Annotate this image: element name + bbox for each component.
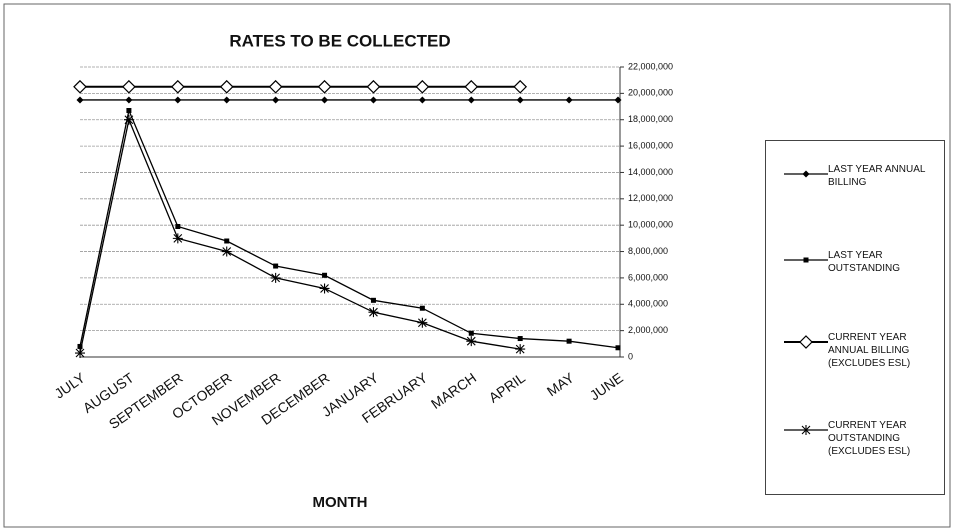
marker	[172, 233, 183, 244]
legend-item: LAST YEAR ANNUAL BILLING	[766, 163, 946, 223]
marker	[415, 79, 430, 94]
legend-label: CURRENT YEAR ANNUAL BILLING (EXCLUDES ES…	[828, 332, 911, 369]
marker	[319, 283, 330, 294]
marker	[123, 114, 134, 125]
marker	[419, 305, 425, 311]
marker	[464, 79, 479, 94]
x-tick-label: JULY	[51, 369, 88, 402]
marker	[224, 238, 230, 244]
x-tick-label: APRIL	[486, 369, 528, 405]
marker	[417, 317, 428, 328]
legend-item: CURRENT YEAR ANNUAL BILLING (EXCLUDES ES…	[766, 331, 946, 391]
marker	[516, 96, 524, 104]
marker	[126, 108, 132, 113]
marker	[272, 96, 280, 104]
legend-label: LAST YEAR ANNUAL BILLING	[828, 164, 926, 188]
chart-title: RATES TO BE COLLECTED	[229, 31, 450, 50]
marker	[122, 79, 136, 94]
y-tick-label: 0	[628, 351, 633, 361]
marker	[513, 79, 528, 94]
legend-swatch	[784, 257, 828, 263]
marker	[170, 79, 185, 94]
marker	[467, 96, 475, 104]
series-line	[79, 117, 521, 354]
y-tick-label: 14,000,000	[628, 167, 673, 177]
marker	[175, 224, 181, 229]
marker	[270, 272, 281, 283]
marker	[223, 96, 231, 104]
legend-swatch	[784, 425, 828, 435]
legend-item: LAST YEAR OUTSTANDING	[766, 249, 946, 309]
marker	[125, 96, 133, 104]
marker	[368, 307, 379, 318]
marker	[515, 344, 526, 355]
marker	[73, 79, 87, 94]
legend: LAST YEAR ANNUAL BILLING LAST YEAR OUTSTA…	[765, 140, 945, 495]
legend-swatch	[784, 335, 828, 349]
y-tick-label: 16,000,000	[628, 140, 673, 150]
marker	[565, 96, 573, 104]
legend-swatch	[784, 170, 828, 178]
marker	[273, 263, 279, 269]
marker	[614, 96, 622, 104]
marker	[566, 338, 572, 344]
x-tick-label: MARCH	[428, 369, 479, 412]
legend-label: LAST YEAR OUTSTANDING	[828, 250, 901, 274]
x-tick-label: JUNE	[587, 369, 626, 403]
legend-item: CURRENT YEAR OUTSTANDING (EXCLUDES ESL)	[766, 419, 946, 479]
y-tick-label: 10,000,000	[628, 220, 673, 230]
y-tick-label: 2,000,000	[628, 325, 668, 335]
marker	[321, 96, 329, 104]
x-axis-label: MONTH	[313, 494, 368, 511]
marker	[802, 170, 810, 178]
y-tick-label: 12,000,000	[628, 193, 673, 203]
legend-label: CURRENT YEAR OUTSTANDING (EXCLUDES ESL)	[828, 420, 911, 457]
marker	[803, 257, 809, 263]
y-tick-label: 18,000,000	[628, 114, 673, 124]
marker	[317, 79, 332, 94]
marker	[75, 348, 85, 359]
marker	[799, 335, 813, 349]
marker	[174, 96, 182, 104]
marker	[466, 336, 477, 347]
marker	[268, 79, 283, 94]
y-tick-label: 22,000,000	[628, 61, 673, 71]
y-tick-label: 4,000,000	[628, 299, 668, 309]
chart-border	[3, 3, 951, 528]
marker	[219, 79, 234, 94]
marker	[370, 297, 376, 303]
marker	[322, 272, 328, 278]
marker	[221, 246, 232, 257]
marker	[517, 336, 523, 342]
y-tick-label: 8,000,000	[628, 246, 668, 256]
x-tick-label: MAY	[544, 369, 578, 399]
y-tick-label: 20,000,000	[628, 88, 673, 98]
marker	[615, 345, 621, 351]
marker	[366, 79, 381, 94]
marker	[77, 343, 83, 349]
marker	[418, 96, 426, 104]
marker	[369, 96, 377, 104]
marker	[76, 96, 84, 104]
series-line	[79, 108, 619, 349]
marker	[468, 330, 474, 336]
marker	[801, 425, 811, 435]
y-tick-label: 6,000,000	[628, 272, 668, 282]
